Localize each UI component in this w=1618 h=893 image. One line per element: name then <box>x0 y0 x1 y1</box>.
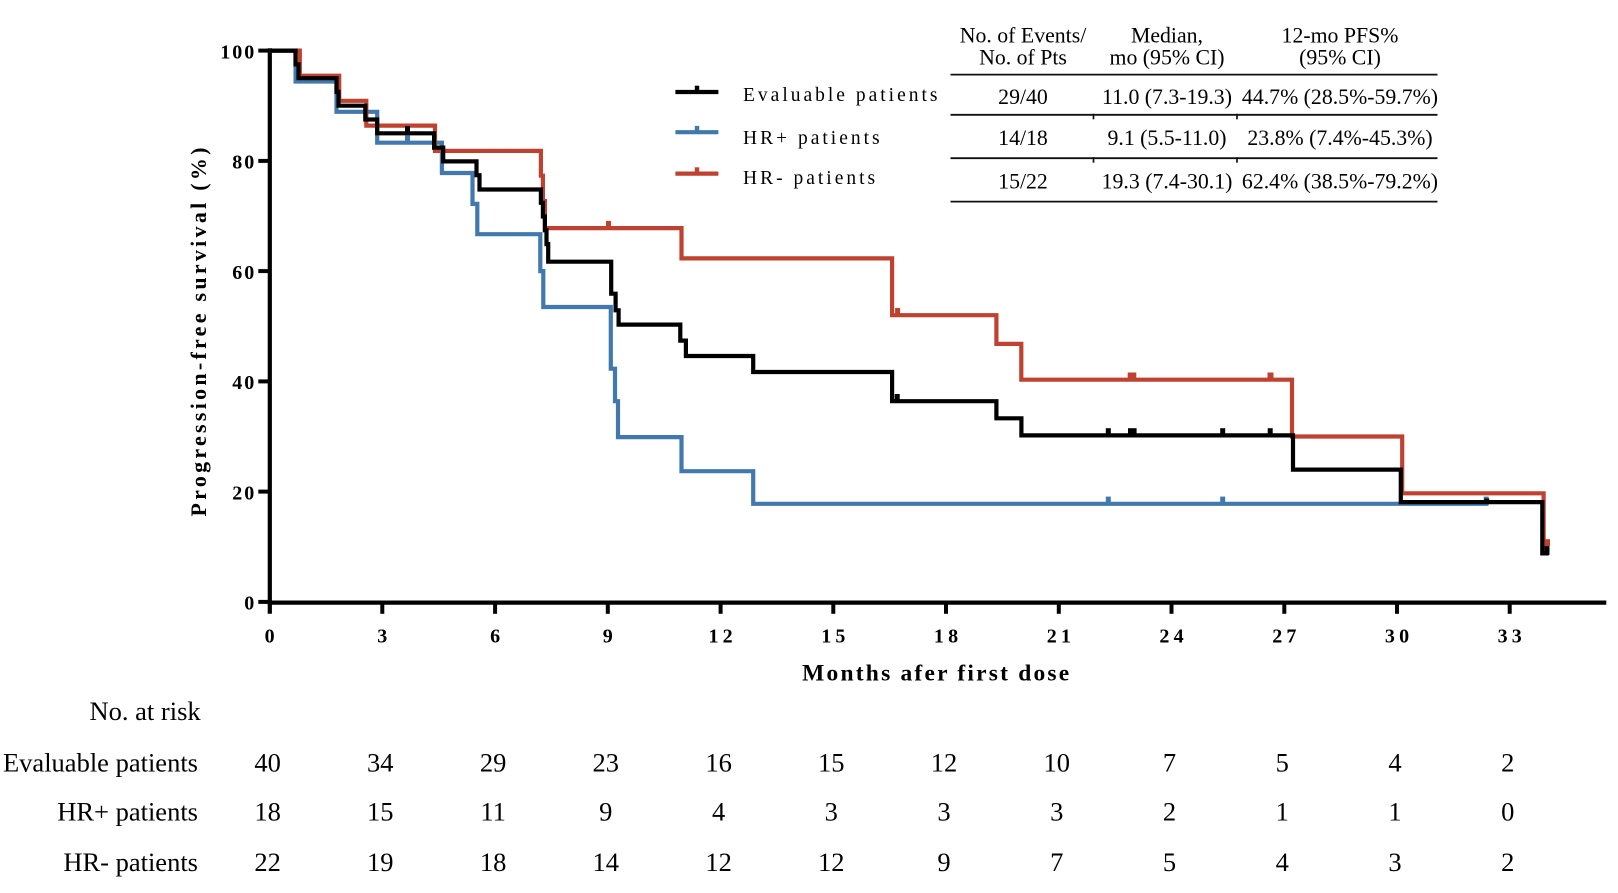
svg-text:6: 6 <box>490 626 504 648</box>
svg-text:HR- patients: HR- patients <box>743 168 878 189</box>
svg-text:HR+ patients: HR+ patients <box>743 128 883 149</box>
svg-text:19: 19 <box>367 847 394 877</box>
svg-text:30: 30 <box>1385 626 1413 648</box>
svg-text:34: 34 <box>367 748 394 778</box>
svg-text:62.4% (38.5%-79.2%): 62.4% (38.5%-79.2%) <box>1242 170 1438 194</box>
svg-text:0: 0 <box>265 626 279 648</box>
svg-text:4: 4 <box>712 796 725 826</box>
svg-text:12: 12 <box>931 748 958 778</box>
svg-text:5: 5 <box>1276 748 1289 778</box>
svg-text:40: 40 <box>232 372 256 394</box>
svg-text:80: 80 <box>232 152 256 174</box>
svg-text:1: 1 <box>1276 796 1289 826</box>
svg-text:23: 23 <box>593 748 620 778</box>
svg-text:27: 27 <box>1272 626 1300 648</box>
svg-text:9: 9 <box>937 847 950 877</box>
svg-text:3: 3 <box>1050 796 1063 826</box>
svg-text:24: 24 <box>1159 626 1187 648</box>
svg-text:18: 18 <box>480 847 507 877</box>
svg-text:Evaluable patients: Evaluable patients <box>3 748 198 778</box>
svg-text:4: 4 <box>1388 748 1401 778</box>
svg-text:20: 20 <box>232 482 256 504</box>
svg-text:Months afer first dose: Months afer first dose <box>802 660 1071 686</box>
svg-text:No. of Events/: No. of Events/ <box>960 23 1087 47</box>
svg-text:3: 3 <box>937 796 950 826</box>
svg-text:9: 9 <box>599 796 612 826</box>
svg-text:No. of Pts: No. of Pts <box>979 46 1067 70</box>
svg-text:14: 14 <box>593 847 620 877</box>
svg-text:60: 60 <box>232 262 256 284</box>
svg-text:33: 33 <box>1498 626 1526 648</box>
svg-text:Evaluable patients: Evaluable patients <box>743 85 941 106</box>
svg-text:15: 15 <box>821 626 849 648</box>
svg-text:0: 0 <box>1501 796 1514 826</box>
svg-text:19.3 (7.4-30.1): 19.3 (7.4-30.1) <box>1102 170 1233 194</box>
svg-text:11: 11 <box>480 796 506 826</box>
svg-text:5: 5 <box>1163 847 1176 877</box>
svg-text:HR+ patients: HR+ patients <box>57 796 198 826</box>
svg-text:16: 16 <box>705 748 732 778</box>
svg-text:4: 4 <box>1276 847 1289 877</box>
svg-text:2: 2 <box>1501 748 1514 778</box>
svg-text:mo (95% CI): mo (95% CI) <box>1109 46 1224 70</box>
svg-text:29: 29 <box>480 748 507 778</box>
svg-text:Median,: Median, <box>1131 23 1203 47</box>
svg-text:HR- patients: HR- patients <box>63 847 198 877</box>
svg-text:3: 3 <box>825 796 838 826</box>
svg-text:15: 15 <box>367 796 394 826</box>
svg-text:(95% CI): (95% CI) <box>1299 46 1381 70</box>
svg-text:18: 18 <box>934 626 962 648</box>
svg-text:0: 0 <box>244 593 256 615</box>
svg-text:9: 9 <box>603 626 617 648</box>
svg-text:7: 7 <box>1163 748 1176 778</box>
svg-text:12: 12 <box>708 626 736 648</box>
svg-text:No. at risk: No. at risk <box>90 696 202 726</box>
svg-text:40: 40 <box>254 748 281 778</box>
svg-text:3: 3 <box>1388 847 1401 877</box>
svg-text:3: 3 <box>377 626 391 648</box>
svg-text:1: 1 <box>1388 796 1401 826</box>
svg-text:23.8% (7.4%-45.3%): 23.8% (7.4%-45.3%) <box>1247 126 1432 150</box>
svg-text:2: 2 <box>1163 796 1176 826</box>
svg-text:14/18: 14/18 <box>998 126 1048 150</box>
svg-text:Progression-free survival (%): Progression-free survival (%) <box>186 144 211 516</box>
svg-text:21: 21 <box>1047 626 1075 648</box>
svg-text:100: 100 <box>220 41 256 63</box>
svg-text:7: 7 <box>1050 847 1063 877</box>
svg-text:10: 10 <box>1044 748 1071 778</box>
svg-text:11.0 (7.3-19.3): 11.0 (7.3-19.3) <box>1102 85 1232 109</box>
svg-text:2: 2 <box>1501 847 1514 877</box>
svg-text:12: 12 <box>818 847 845 877</box>
svg-text:15/22: 15/22 <box>998 170 1048 194</box>
svg-text:18: 18 <box>254 796 281 826</box>
svg-text:22: 22 <box>254 847 281 877</box>
svg-text:12-mo PFS%: 12-mo PFS% <box>1282 23 1399 47</box>
svg-text:15: 15 <box>818 748 845 778</box>
svg-text:44.7% (28.5%-59.7%): 44.7% (28.5%-59.7%) <box>1242 85 1438 109</box>
svg-text:29/40: 29/40 <box>998 85 1048 109</box>
svg-text:9.1 (5.5-11.0): 9.1 (5.5-11.0) <box>1107 126 1226 150</box>
svg-text:12: 12 <box>705 847 732 877</box>
